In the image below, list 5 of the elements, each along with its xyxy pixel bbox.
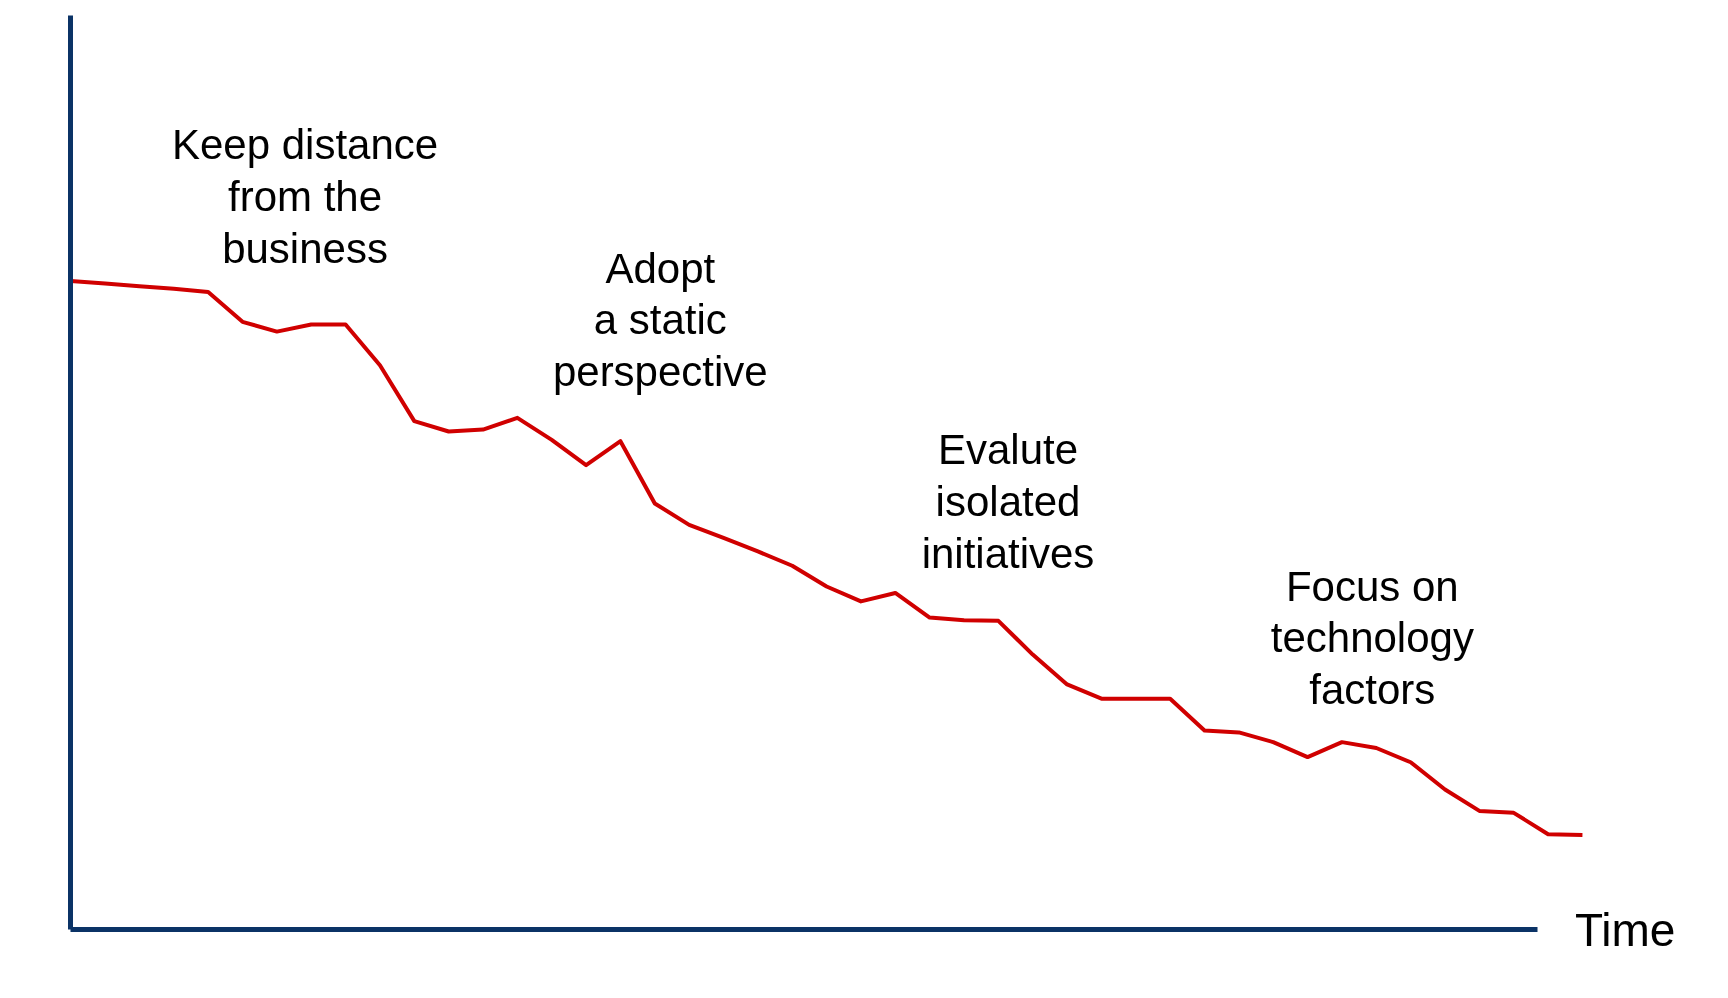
x-axis-title: Time <box>1574 903 1676 956</box>
annotation: Focus on technology factors <box>1270 562 1474 713</box>
text: Keep distance from the business <box>171 121 439 272</box>
annotation: Evalute isolated initiatives <box>921 426 1095 577</box>
annotation: Adopt a static perspective <box>552 244 768 396</box>
